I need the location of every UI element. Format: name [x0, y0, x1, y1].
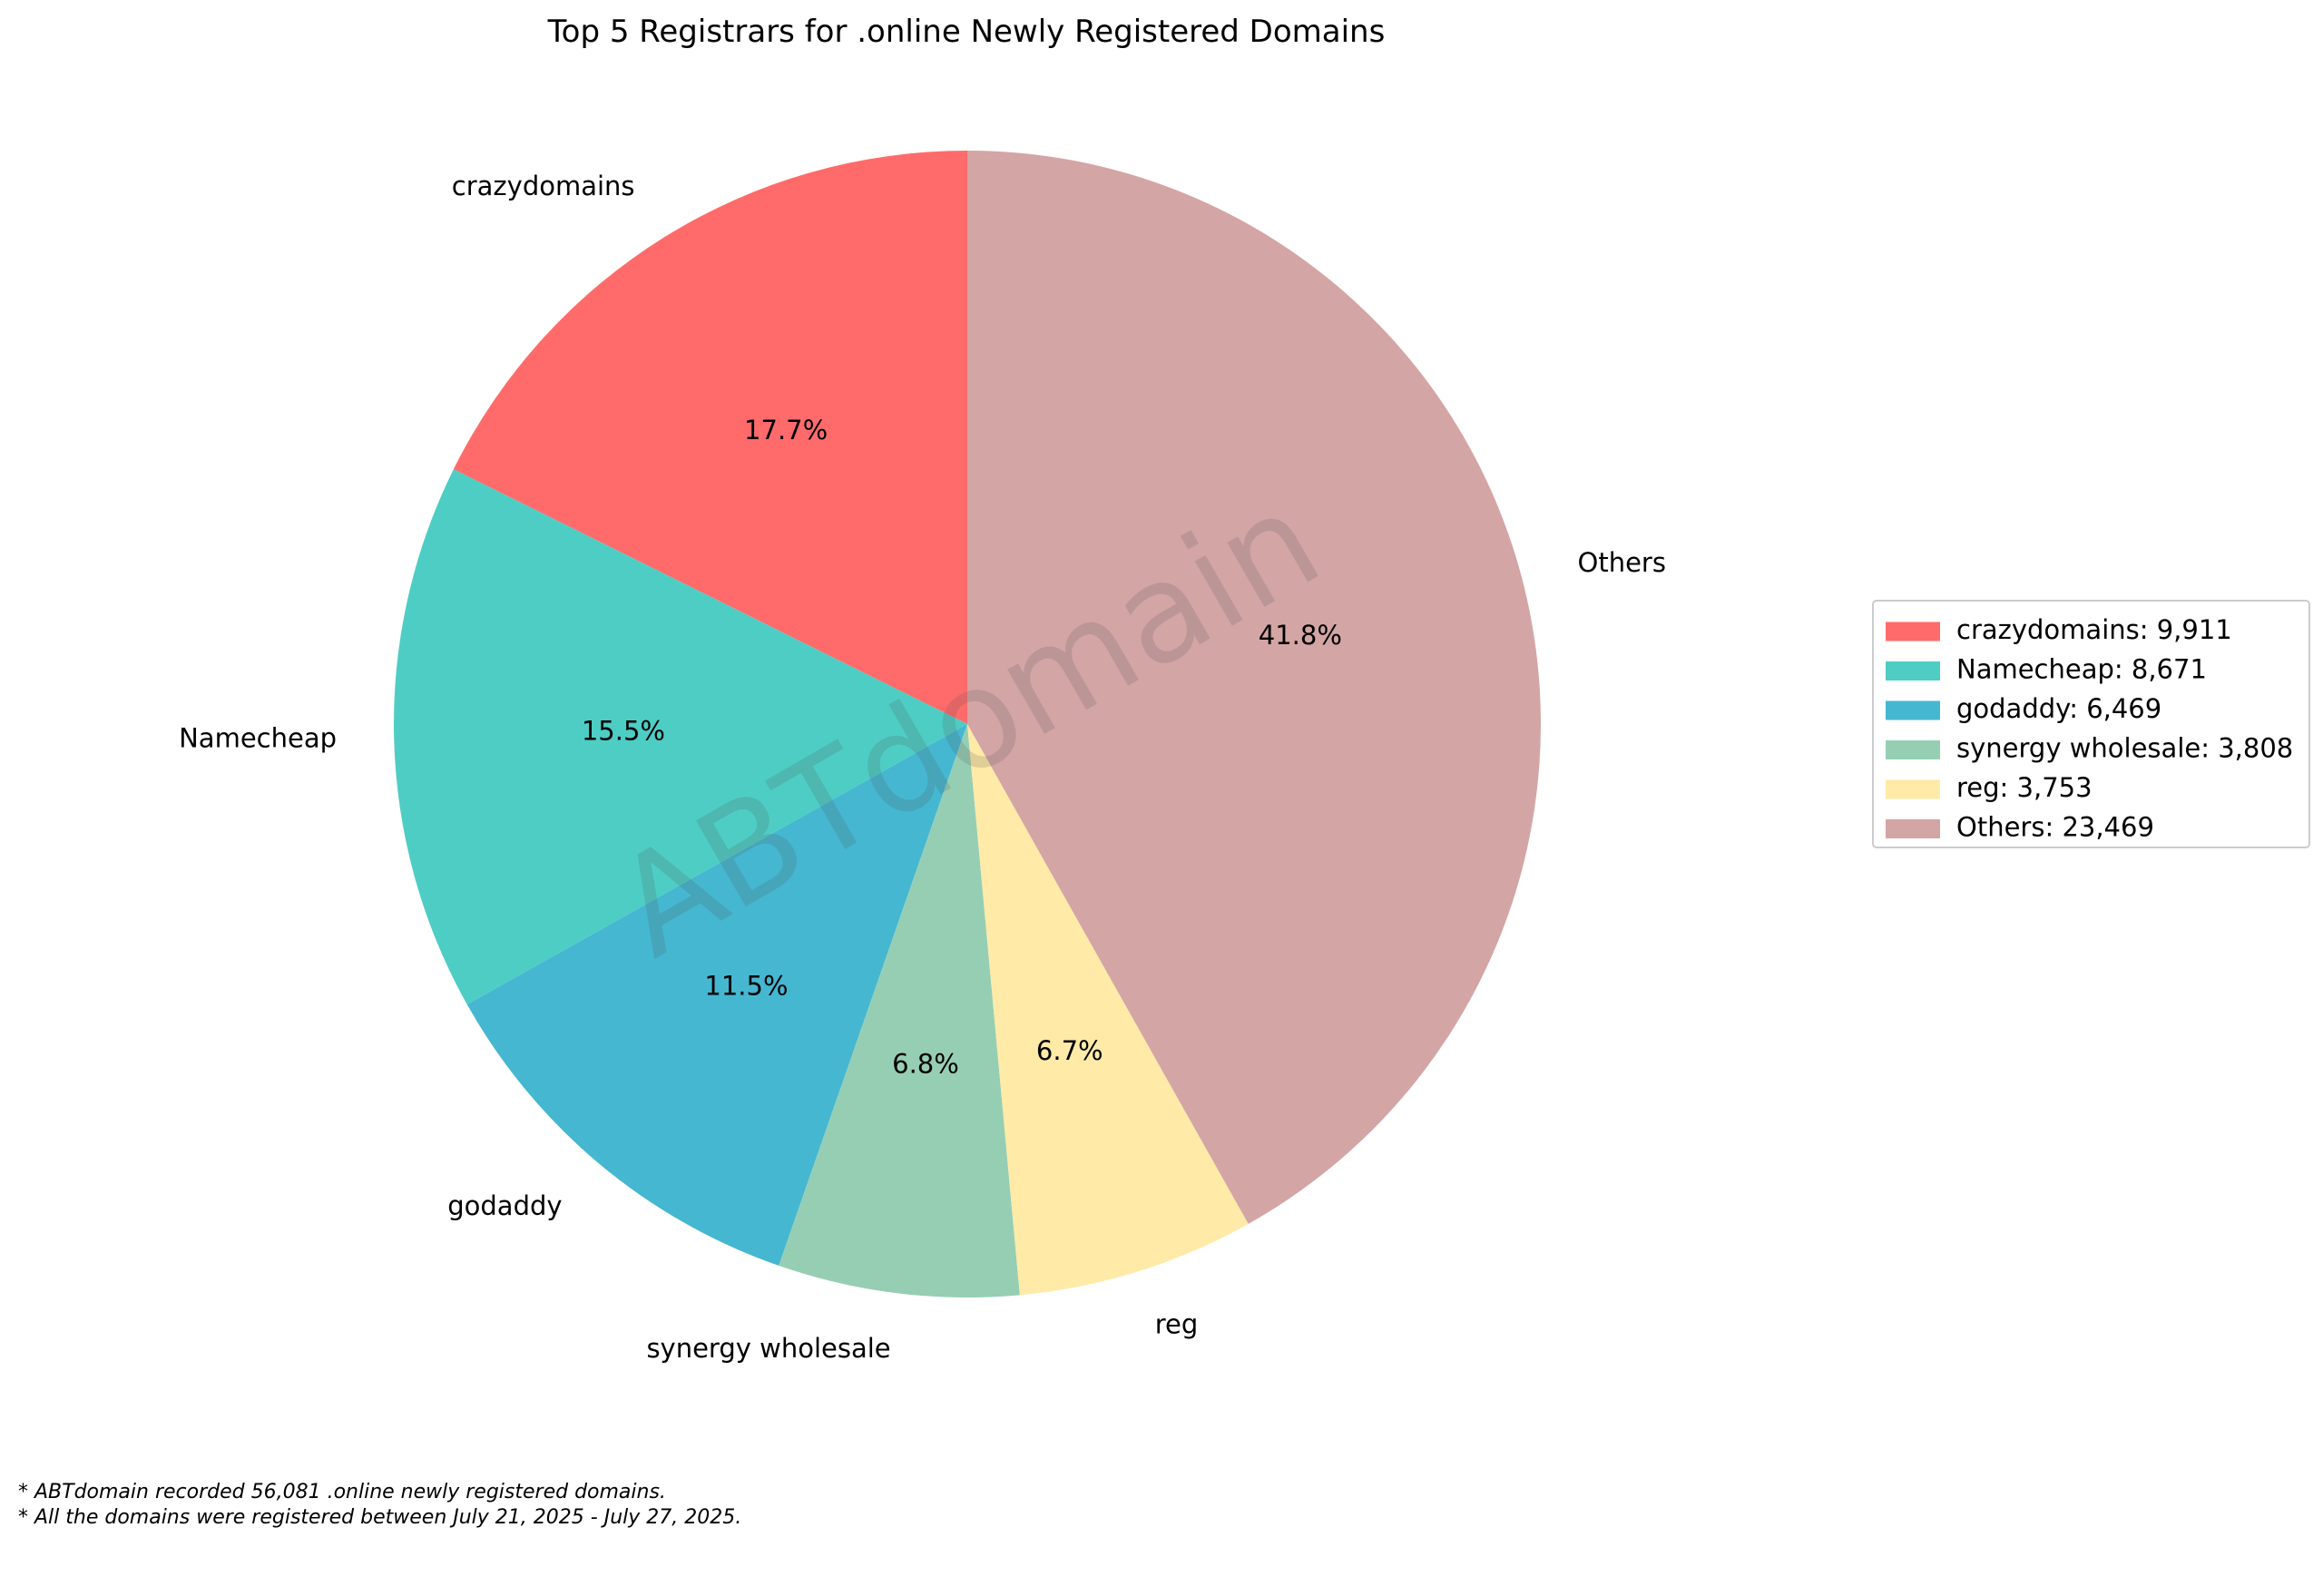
legend-label-others: Others: 23,469	[1956, 812, 2154, 843]
footnote-date-range: * All the domains were registered betwee…	[18, 1506, 742, 1529]
pie-slices	[393, 151, 1541, 1297]
legend-swatch-crazydomains	[1886, 622, 1940, 641]
slice-label-crazydomains: crazydomains	[452, 171, 635, 201]
slice-labels: crazydomains Namecheap godaddy synergy whol…	[179, 171, 1666, 1364]
legend-label-godaddy: godaddy: 6,469	[1956, 693, 2161, 724]
percent-label-reg: 6.7%	[1036, 1035, 1103, 1066]
legend-swatch-namecheap	[1886, 661, 1940, 681]
slice-label-synergy-wholesale: synergy wholesale	[646, 1333, 890, 1364]
slice-crazydomains	[453, 151, 967, 724]
percent-label-synergy-wholesale: 6.8%	[892, 1048, 959, 1079]
footnote-total: * ABTdomain recorded 56,081 .online newl…	[18, 1481, 666, 1503]
chart-title: Top 5 Registrars for .online Newly Regis…	[547, 14, 1386, 50]
percent-label-crazydomains: 17.7%	[744, 415, 828, 446]
slice-label-reg: reg	[1155, 1309, 1199, 1340]
legend: crazydomains: 9,911 Namecheap: 8,671 godad…	[1872, 600, 2310, 848]
percent-label-others: 41.8%	[1259, 620, 1342, 651]
slice-label-namecheap: Namecheap	[179, 723, 337, 754]
slice-godaddy	[466, 724, 967, 1266]
legend-label-crazydomains: crazydomains: 9,911	[1956, 614, 2232, 645]
slice-synergy-wholesale	[779, 724, 1020, 1297]
slice-reg	[967, 724, 1249, 1296]
legend-swatch-reg	[1886, 779, 1940, 799]
legend-label-namecheap: Namecheap: 8,671	[1956, 654, 2207, 685]
legend-label-reg: reg: 3,753	[1956, 772, 2093, 803]
legend-label-synergy-wholesale: synergy wholesale: 3,808	[1956, 733, 2293, 764]
legend-swatch-godaddy	[1886, 700, 1940, 720]
percent-labels: 17.7% 15.5% 11.5% 6.8% 6.7% 41.8%	[582, 415, 1342, 1080]
slice-others	[967, 151, 1541, 1224]
legend-swatch-synergy-wholesale	[1886, 740, 1940, 759]
percent-label-godaddy: 11.5%	[704, 971, 788, 1002]
slice-label-godaddy: godaddy	[447, 1190, 562, 1221]
slice-namecheap	[393, 469, 968, 1005]
legend-frame	[1872, 600, 2310, 848]
percent-label-namecheap: 15.5%	[582, 716, 665, 747]
legend-swatch-others	[1886, 819, 1940, 838]
slice-label-others: Others	[1578, 547, 1666, 578]
